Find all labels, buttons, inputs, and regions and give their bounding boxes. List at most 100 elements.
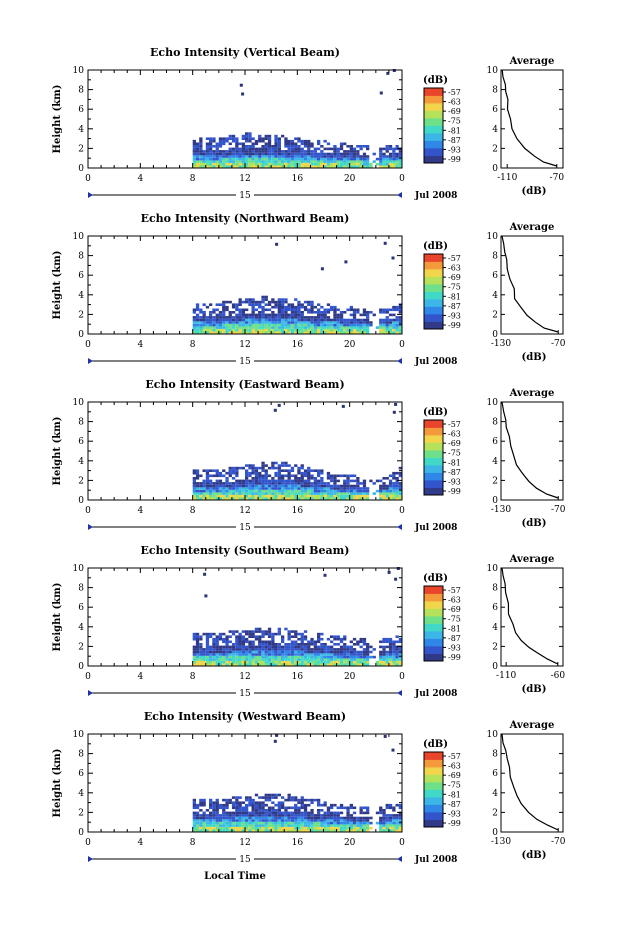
echo-cell: [307, 484, 311, 488]
echo-cell: [248, 316, 252, 319]
echo-cell: [245, 474, 249, 478]
echo-cell: [349, 157, 353, 161]
echo-cell: [254, 487, 259, 490]
profile-y-tick-label: 6: [492, 271, 498, 281]
echo-cell: [258, 826, 262, 830]
echo-cell: [313, 655, 317, 659]
echo-cell: [261, 803, 265, 807]
echo-cell: [356, 492, 360, 495]
echo-cell: [385, 328, 389, 332]
echo-cell: [392, 155, 396, 158]
echo-cell: [218, 137, 223, 140]
scattered-echo: [341, 404, 345, 408]
echo-cell: [218, 492, 223, 495]
echo-cell: [271, 300, 275, 304]
echo-cell: [212, 811, 216, 815]
echo-cell: [199, 147, 203, 151]
echo-cell: [274, 655, 278, 659]
echo-cell: [199, 821, 203, 825]
echo-cell: [284, 145, 288, 148]
echo-cell: [303, 635, 308, 638]
echo-cell: [398, 323, 402, 327]
echo-cell: [300, 643, 304, 646]
echo-cell: [192, 487, 196, 490]
echo-cell: [398, 497, 402, 500]
echo-cell: [241, 801, 245, 804]
echo-cell: [287, 663, 291, 666]
echo-cell: [209, 648, 213, 651]
echo-cell: [205, 471, 210, 475]
echo-cell: [225, 650, 229, 654]
colorbar-segment: [424, 646, 443, 654]
echo-cell: [392, 160, 396, 163]
echo-cell: [372, 482, 376, 485]
echo-cell: [192, 655, 196, 659]
echo-cell: [385, 311, 389, 314]
echo-cell: [222, 303, 226, 306]
echo-cell: [388, 645, 393, 649]
echo-cell: [297, 321, 301, 324]
echo-cell: [388, 814, 393, 817]
echo-cell: [241, 482, 245, 485]
echo-cell: [297, 814, 301, 817]
echo-cell: [379, 321, 383, 324]
echo-cell: [267, 829, 272, 832]
echo-cell: [218, 806, 223, 810]
echo-cell: [349, 803, 353, 807]
echo-cell: [307, 487, 311, 490]
echo-cell: [346, 819, 350, 822]
echo-cell: [251, 466, 255, 470]
echo-cell: [215, 650, 219, 654]
echo-cell: [362, 492, 367, 495]
echo-cell: [300, 829, 304, 832]
echo-cell: [362, 487, 367, 490]
echo-cell: [228, 829, 232, 832]
echo-cell: [297, 653, 301, 656]
echo-cell: [235, 326, 239, 329]
echo-cell: [199, 160, 203, 163]
echo-cell: [307, 653, 311, 656]
echo-cell: [330, 819, 334, 822]
echo-cell: [392, 328, 396, 332]
echo-cell: [359, 323, 363, 327]
echo-cell: [248, 816, 252, 820]
echo-cell: [261, 137, 265, 140]
echo-cell: [231, 466, 236, 470]
echo-cell: [248, 331, 252, 334]
echo-cell: [310, 477, 314, 480]
echo-cell: [300, 321, 304, 324]
echo-cell: [264, 165, 268, 168]
echo-cell: [209, 658, 213, 661]
echo-cell: [385, 640, 389, 644]
echo-cell: [261, 811, 265, 815]
echo-cell: [205, 494, 210, 498]
echo-cell: [264, 658, 268, 661]
echo-cell: [317, 331, 321, 334]
echo-cell: [307, 471, 311, 475]
echo-cell: [195, 811, 200, 815]
echo-cell: [235, 645, 239, 649]
echo-cell: [222, 829, 226, 832]
echo-cell: [310, 162, 314, 166]
echo-cell: [215, 318, 219, 322]
echo-cell: [264, 303, 268, 306]
echo-cell: [310, 655, 314, 659]
echo-cell: [317, 497, 321, 500]
echo-cell: [228, 660, 232, 664]
echo-cell: [333, 658, 337, 661]
echo-cell: [392, 477, 396, 480]
scattered-echo: [379, 91, 383, 95]
echo-cell: [274, 819, 278, 822]
echo-cell: [313, 152, 317, 156]
echo-cell: [235, 484, 239, 488]
echo-cell: [366, 494, 370, 498]
echo-cell: [199, 157, 203, 161]
echo-cell: [310, 497, 314, 500]
echo-cell: [212, 829, 216, 832]
echo-cell: [251, 316, 255, 319]
echo-cell: [218, 497, 223, 500]
echo-cell: [333, 155, 337, 158]
day-label-bg: [236, 521, 254, 533]
echo-cell: [274, 658, 278, 661]
echo-cell: [346, 165, 350, 168]
